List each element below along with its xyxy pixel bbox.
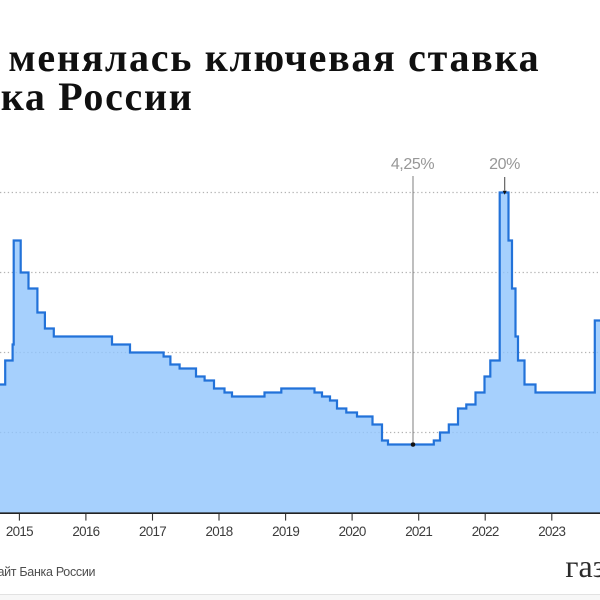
svg-text:20%: 20% xyxy=(489,156,520,173)
svg-text:2018: 2018 xyxy=(206,524,233,539)
svg-text:2020: 2020 xyxy=(339,524,366,539)
svg-text:2016: 2016 xyxy=(72,524,99,539)
svg-text:2023: 2023 xyxy=(538,524,565,539)
svg-text:2015: 2015 xyxy=(6,524,33,539)
svg-text:2022: 2022 xyxy=(472,524,499,539)
svg-text:2019: 2019 xyxy=(272,524,299,539)
svg-text:2017: 2017 xyxy=(139,524,166,539)
svg-text:2021: 2021 xyxy=(405,524,432,539)
svg-text:4,25%: 4,25% xyxy=(391,156,435,173)
